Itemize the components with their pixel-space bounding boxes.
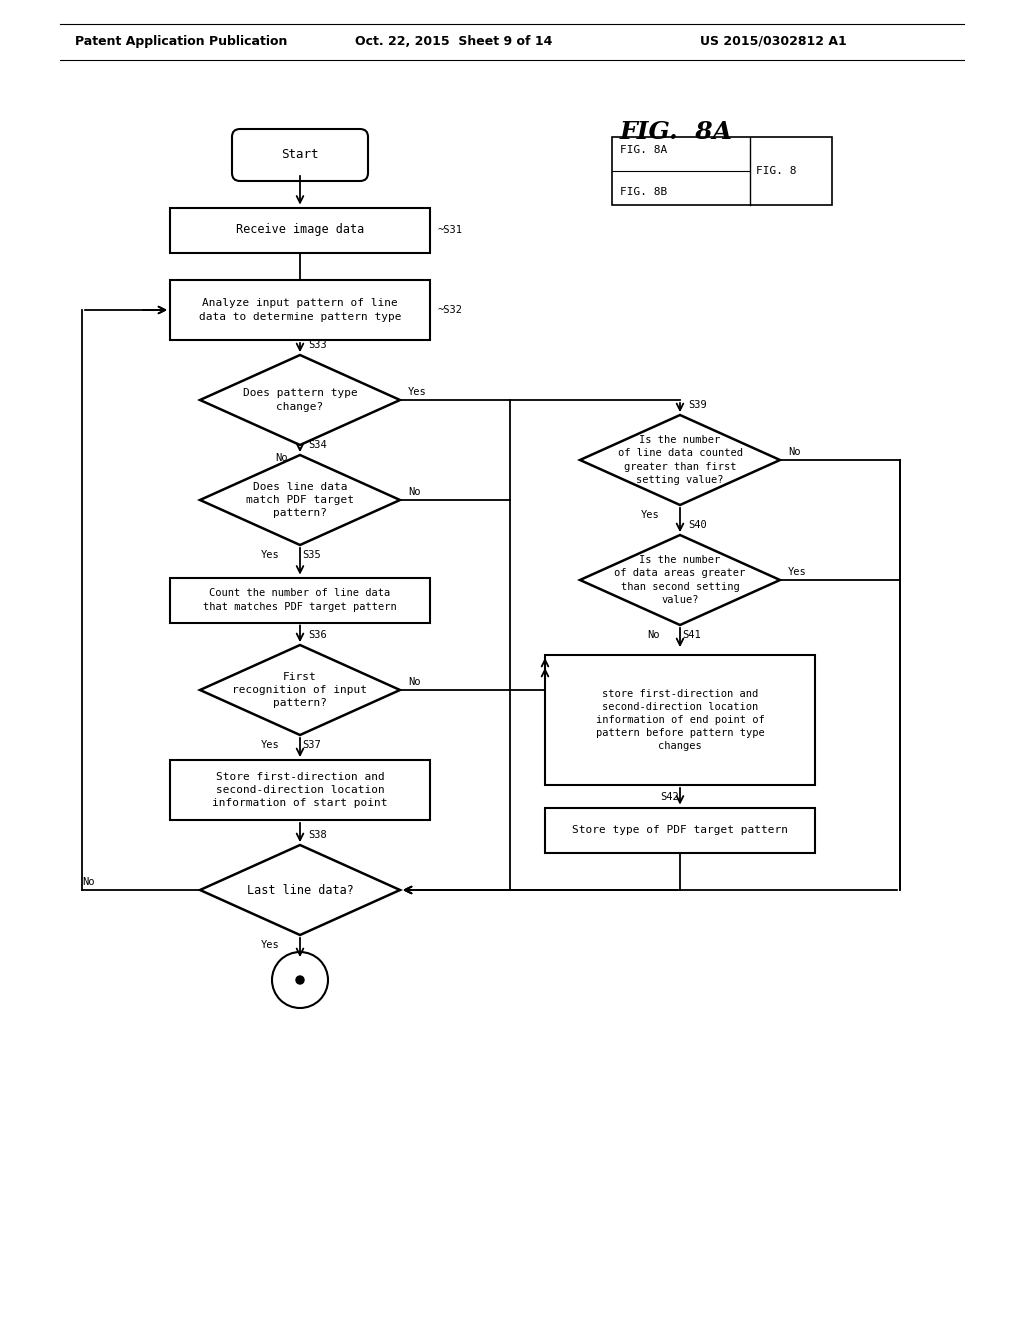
Text: No: No — [788, 447, 801, 457]
FancyBboxPatch shape — [232, 129, 368, 181]
Text: ~S32: ~S32 — [438, 305, 463, 315]
Text: Is the number
of line data counted
greater than first
setting value?: Is the number of line data counted great… — [617, 436, 742, 484]
Text: Store type of PDF target pattern: Store type of PDF target pattern — [572, 825, 788, 836]
Polygon shape — [200, 645, 400, 735]
FancyBboxPatch shape — [170, 760, 430, 820]
Text: Yes: Yes — [261, 741, 280, 750]
Polygon shape — [200, 455, 400, 545]
Text: Count the number of line data
that matches PDF target pattern: Count the number of line data that match… — [203, 589, 397, 611]
Text: S34: S34 — [308, 440, 327, 450]
Polygon shape — [580, 414, 780, 506]
Text: Yes: Yes — [788, 568, 807, 577]
Text: Patent Application Publication: Patent Application Publication — [75, 36, 288, 48]
Text: No: No — [647, 630, 660, 640]
Text: Yes: Yes — [261, 940, 280, 950]
Text: S42: S42 — [660, 792, 679, 803]
FancyBboxPatch shape — [170, 578, 430, 623]
Text: First
recognition of input
pattern?: First recognition of input pattern? — [232, 672, 368, 709]
Text: FIG. 8: FIG. 8 — [756, 166, 797, 176]
Text: S35: S35 — [302, 550, 321, 560]
FancyBboxPatch shape — [170, 280, 430, 341]
Polygon shape — [200, 355, 400, 445]
Text: Yes: Yes — [641, 510, 660, 520]
Text: Receive image data: Receive image data — [236, 223, 365, 236]
Polygon shape — [580, 535, 780, 624]
FancyBboxPatch shape — [170, 207, 430, 252]
Polygon shape — [200, 845, 400, 935]
Text: No: No — [408, 677, 421, 686]
Text: S41: S41 — [682, 630, 700, 640]
Text: S36: S36 — [308, 630, 327, 640]
Text: Oct. 22, 2015  Sheet 9 of 14: Oct. 22, 2015 Sheet 9 of 14 — [355, 36, 552, 48]
FancyBboxPatch shape — [545, 808, 815, 853]
Text: store first-direction and
second-direction location
information of end point of
: store first-direction and second-directi… — [596, 689, 764, 751]
Text: S39: S39 — [688, 400, 707, 411]
Text: Yes: Yes — [408, 387, 427, 397]
Text: S38: S38 — [308, 830, 327, 840]
Text: Does pattern type
change?: Does pattern type change? — [243, 388, 357, 412]
Text: Is the number
of data areas greater
than second setting
value?: Is the number of data areas greater than… — [614, 556, 745, 605]
Text: S37: S37 — [302, 741, 321, 750]
Text: Analyze input pattern of line
data to determine pattern type: Analyze input pattern of line data to de… — [199, 298, 401, 322]
Text: No: No — [408, 487, 421, 498]
Text: US 2015/0302812 A1: US 2015/0302812 A1 — [700, 36, 847, 48]
FancyBboxPatch shape — [612, 137, 831, 205]
Text: S33: S33 — [308, 341, 327, 350]
Text: Last line data?: Last line data? — [247, 883, 353, 896]
Text: S40: S40 — [688, 520, 707, 531]
Text: FIG. 8A: FIG. 8A — [620, 145, 668, 154]
Text: No: No — [82, 876, 94, 887]
Text: Store first-direction and
second-direction location
information of start point: Store first-direction and second-directi… — [212, 772, 388, 808]
Text: Yes: Yes — [261, 550, 280, 560]
Circle shape — [296, 975, 304, 983]
Text: FIG. 8B: FIG. 8B — [620, 187, 668, 197]
Circle shape — [272, 952, 328, 1008]
FancyBboxPatch shape — [545, 655, 815, 785]
Text: ~S31: ~S31 — [438, 224, 463, 235]
Text: Start: Start — [282, 149, 318, 161]
Text: No: No — [275, 453, 288, 463]
Text: Does line data
match PDF target
pattern?: Does line data match PDF target pattern? — [246, 482, 354, 519]
Text: FIG.  8A: FIG. 8A — [620, 120, 733, 144]
